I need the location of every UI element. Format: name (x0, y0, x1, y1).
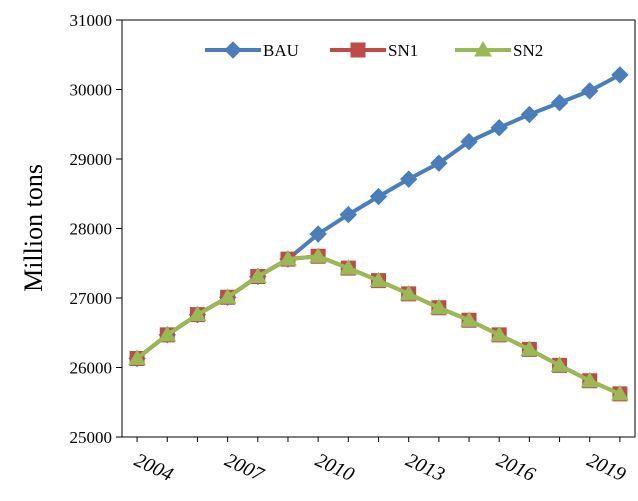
marker (399, 170, 418, 188)
y-tick-label: 31000 (70, 11, 113, 30)
marker (224, 41, 242, 59)
marker (550, 93, 569, 112)
marker (339, 205, 358, 224)
y-tick-label: 29000 (70, 150, 113, 169)
y-tick-label: 25000 (70, 428, 113, 447)
marker (369, 187, 388, 206)
marker (490, 325, 509, 342)
marker (520, 340, 539, 356)
y-tick-label: 28000 (70, 220, 113, 239)
legend-label: BAU (263, 41, 299, 60)
x-tick-label: 2013 (402, 449, 448, 486)
y-tick-label: 30000 (70, 81, 113, 100)
series-line (135, 73, 621, 361)
legend: BAU SN1 SN2 (205, 40, 543, 60)
marker (429, 298, 448, 315)
marker (158, 325, 177, 342)
marker (611, 66, 629, 84)
marker (248, 267, 267, 283)
y-tick-label: 26000 (70, 359, 113, 378)
marker (430, 154, 448, 172)
marker (550, 356, 569, 372)
y-axis-label: Million tons (19, 164, 48, 292)
x-tick-label: 2010 (312, 449, 358, 486)
marker (474, 40, 492, 57)
x-tick-label: 2007 (221, 449, 267, 486)
marker (350, 42, 366, 58)
marker (218, 288, 237, 304)
x-tick-label: 2016 (493, 449, 539, 486)
marker (279, 250, 297, 266)
marker (520, 105, 539, 124)
marker (369, 271, 388, 288)
marker (128, 349, 146, 365)
marker (188, 305, 207, 322)
legend-label: SN2 (513, 41, 543, 60)
marker (581, 82, 599, 100)
marker (309, 225, 327, 243)
marker (460, 132, 478, 151)
marker (580, 371, 599, 388)
marker (309, 247, 328, 263)
marker (339, 259, 358, 275)
y-tick-label: 27000 (70, 289, 113, 308)
marker (460, 311, 478, 327)
marker (399, 284, 418, 301)
legend-label: SN1 (388, 41, 418, 60)
plot-area (121, 19, 636, 438)
marker (611, 384, 629, 401)
x-tick-label: 2004 (131, 449, 177, 486)
x-tick-label: 2019 (583, 449, 629, 486)
marker (490, 119, 508, 137)
